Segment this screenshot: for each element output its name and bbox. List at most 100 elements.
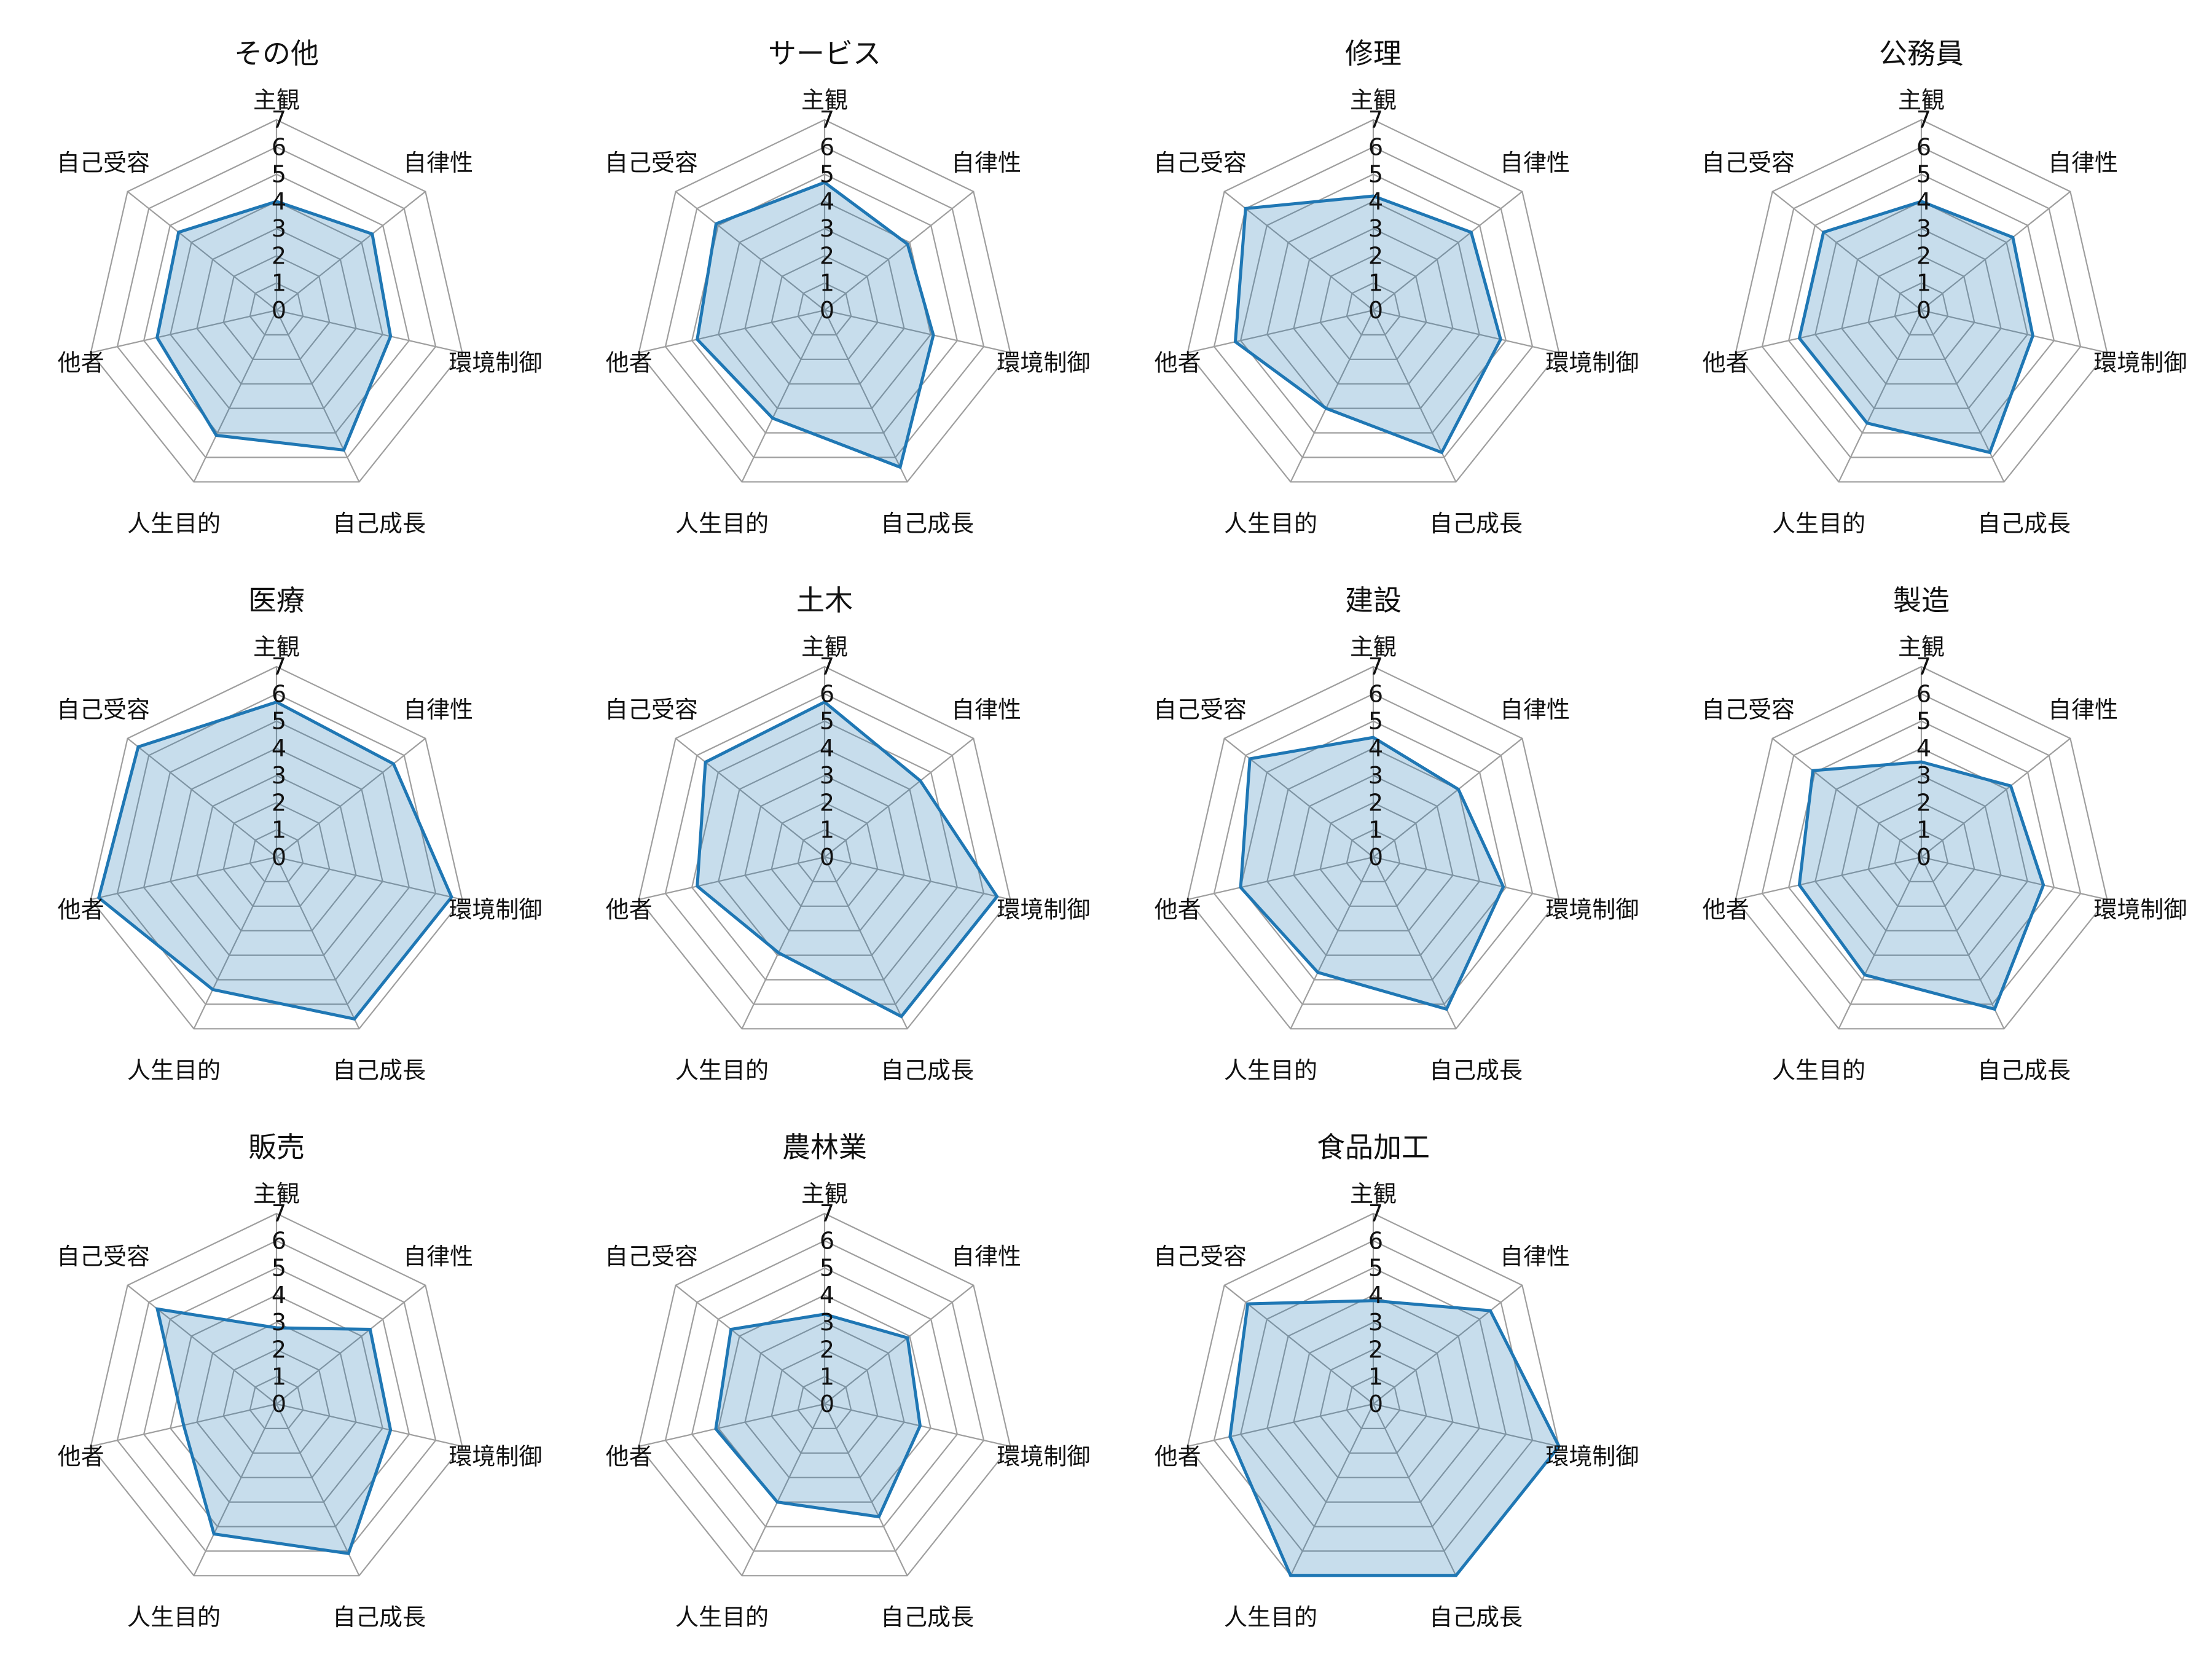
grid-ring: [1266, 1294, 1480, 1503]
axis-label: 自己成長: [880, 1604, 974, 1631]
grid-ring: [744, 774, 905, 931]
grid-spoke: [1921, 190, 2071, 311]
grid-spoke: [675, 1284, 825, 1405]
radial-tick-label: 6: [820, 133, 834, 160]
grid-ring: [196, 227, 357, 385]
grid-spoke: [1373, 737, 1523, 858]
radial-tick-label: 6: [1368, 133, 1383, 160]
grid-spoke: [638, 1403, 825, 1448]
grid-ring: [143, 1267, 410, 1528]
series-polygon: [714, 1312, 922, 1519]
radial-tick-label: 1: [272, 1363, 286, 1390]
grid-spoke: [1735, 856, 1922, 901]
axis-label: 自己成長: [332, 510, 426, 537]
radial-tick-label: 2: [1368, 1336, 1383, 1363]
grid-ring: [1867, 255, 1975, 360]
radial-tick-label: 6: [272, 1227, 286, 1254]
radial-tick-label: 2: [820, 242, 834, 269]
grid-ring: [1761, 693, 2082, 1005]
grid-ring: [797, 829, 852, 883]
axis-label: 自律性: [403, 1243, 473, 1270]
axis-label: 他者: [606, 1443, 653, 1470]
axis-label: 自己受容: [1153, 1243, 1247, 1270]
grid-ring: [1293, 774, 1454, 931]
radial-tick-label: 0: [820, 1390, 834, 1418]
chart-title: 修理: [1345, 37, 1402, 70]
radial-tick-label: 5: [820, 1255, 834, 1282]
grid-spoke: [1921, 309, 2108, 354]
radial-tick-label: 5: [272, 1255, 286, 1282]
axis-label: 自己受容: [57, 1243, 150, 1270]
radial-tick-label: 5: [1916, 708, 1931, 735]
grid-spoke: [1838, 310, 1922, 482]
radial-tick-label: 1: [272, 817, 286, 844]
grid-spoke: [1187, 856, 1374, 901]
radial-tick-label: 0: [272, 844, 286, 871]
axis-label: 環境制御: [997, 1443, 1090, 1470]
axis-label: 人生目的: [1224, 510, 1317, 537]
radial-tick-label: 3: [272, 215, 286, 242]
radial-tick-label: 4: [1916, 735, 1931, 762]
axis-label: 主観: [801, 87, 848, 114]
grid-ring: [1735, 665, 2108, 1030]
axis-label: 自律性: [2048, 696, 2118, 723]
axis-label: 他者: [1155, 1443, 1201, 1470]
radial-tick-label: 3: [820, 1309, 834, 1336]
grid-ring: [1346, 829, 1401, 883]
axis-label: 自律性: [1500, 149, 1570, 176]
radial-tick-label: 4: [1916, 188, 1931, 215]
grid-ring: [691, 1267, 959, 1528]
grid-ring: [90, 665, 463, 1030]
radial-tick-label: 6: [1916, 133, 1931, 160]
grid-spoke: [127, 1284, 277, 1405]
grid-spoke: [824, 309, 1011, 354]
axis-label: 他者: [1703, 896, 1749, 924]
radial-tick-label: 4: [1368, 1282, 1383, 1309]
grid-spoke: [276, 309, 463, 354]
grid-ring: [1867, 802, 1975, 907]
grid-spoke: [824, 1403, 1011, 1448]
axis-label: 自律性: [403, 149, 473, 176]
axis-label: 主観: [1350, 633, 1397, 661]
chart-title: 医療: [248, 584, 305, 617]
radial-tick-label: 6: [272, 133, 286, 160]
axis-label: 人生目的: [675, 510, 769, 537]
grid-ring: [771, 255, 879, 360]
grid-ring: [638, 119, 1011, 483]
radial-tick-label: 3: [1368, 215, 1383, 242]
axis-label: 他者: [606, 350, 653, 377]
radial-tick-label: 6: [820, 680, 834, 707]
grid-ring: [1319, 802, 1427, 907]
axis-label: 環境制御: [1545, 1443, 1639, 1470]
grid-ring: [222, 1349, 331, 1454]
axis-label: 他者: [58, 896, 104, 924]
axis-label: 他者: [58, 350, 104, 377]
radial-tick-label: 2: [1916, 242, 1931, 269]
radial-tick-label: 6: [272, 680, 286, 707]
grid-spoke: [276, 856, 463, 901]
axis-label: 環境制御: [997, 350, 1090, 377]
axis-label: 自己受容: [605, 696, 698, 723]
grid-spoke: [1921, 856, 2108, 901]
radial-tick-label: 7: [1368, 1200, 1383, 1227]
radial-tick-label: 1: [1916, 817, 1931, 844]
axis-label: 自己成長: [1429, 1057, 1523, 1084]
grid-spoke: [824, 310, 908, 482]
axis-label: 自己成長: [1429, 510, 1523, 537]
grid-ring: [1239, 173, 1507, 434]
grid-spoke: [193, 857, 277, 1029]
grid-spoke: [741, 1403, 825, 1576]
series-polygon: [1797, 200, 2034, 455]
radial-tick-label: 6: [1368, 680, 1383, 707]
axis-label: 主観: [801, 1180, 848, 1207]
grid-ring: [222, 802, 331, 907]
radial-tick-label: 7: [272, 653, 286, 680]
grid-spoke: [1373, 309, 1559, 354]
radial-tick-label: 4: [1368, 188, 1383, 215]
grid-ring: [664, 146, 985, 458]
radial-tick-label: 3: [1368, 762, 1383, 789]
axis-label: 自律性: [951, 1243, 1021, 1270]
